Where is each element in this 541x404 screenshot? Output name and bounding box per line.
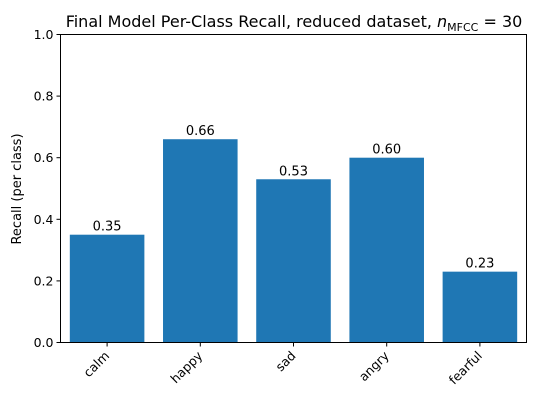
bar-calm [69, 234, 145, 343]
x-tick-label-fearful: fearful [446, 348, 485, 387]
y-tick-label-0: 0.0 [34, 335, 54, 350]
bar-fearful [442, 271, 518, 343]
chart-title-main: Final Model Per-Class Recall, reduced da… [66, 12, 437, 31]
bar-value-label-fearful: 0.23 [465, 257, 494, 272]
bars-group [69, 139, 518, 343]
y-tick-label-5: 1.0 [34, 27, 54, 42]
bar-happy [163, 139, 238, 343]
bar-labels-group: 0.35 0.66 0.53 0.60 0.23 [93, 124, 495, 271]
chart-title-equals: = 30 [478, 12, 522, 31]
x-tick-label-happy: happy [167, 348, 206, 387]
chart-title: Final Model Per-Class Recall, reduced da… [66, 12, 523, 34]
chart-title-variable: n [437, 12, 447, 31]
plot-frame [60, 34, 527, 343]
y-axis-label: Recall (per class) [10, 133, 25, 244]
y-tick-label-2: 0.4 [34, 212, 54, 227]
y-tick-label-1: 0.2 [34, 273, 54, 288]
bar-value-label-angry: 0.60 [372, 143, 401, 158]
x-tick-label-sad: sad [272, 348, 298, 374]
bar-sad [256, 179, 331, 343]
x-tick-label-calm: calm [80, 348, 112, 380]
bar-value-label-happy: 0.66 [186, 124, 215, 139]
y-tick-label-3: 0.6 [34, 150, 54, 165]
x-axis-ticks: calm happy sad angry fearful [80, 342, 485, 387]
x-tick-label-angry: angry [356, 348, 393, 385]
y-axis-ticks: 0.0 0.2 0.4 0.6 0.8 1.0 [34, 27, 61, 350]
y-tick-label-4: 0.8 [34, 89, 54, 104]
chart-title-subscript: MFCC [447, 21, 478, 34]
bar-angry [349, 157, 424, 343]
bar-value-label-calm: 0.35 [93, 220, 122, 235]
bar-value-label-sad: 0.53 [279, 164, 308, 179]
